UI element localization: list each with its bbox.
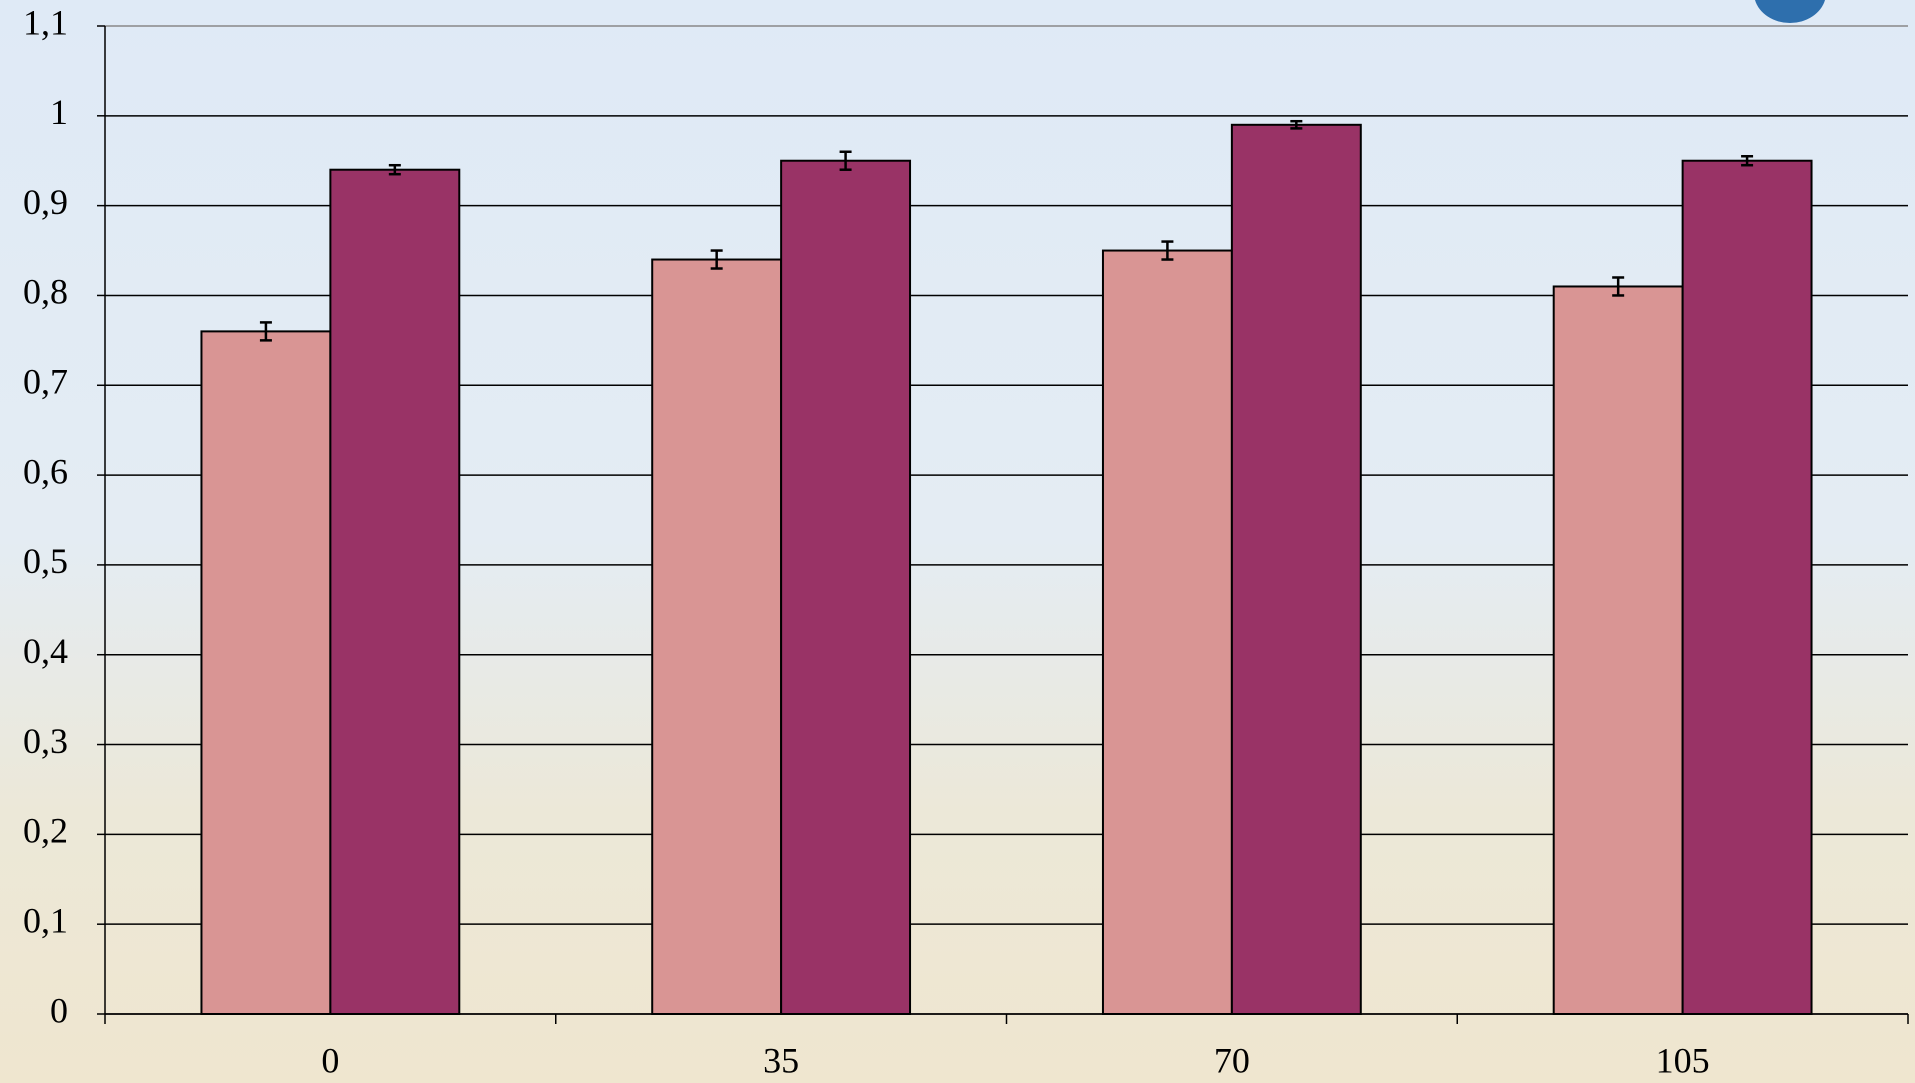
bar — [781, 161, 910, 1014]
bar — [201, 331, 330, 1014]
y-tick-label: 0,8 — [23, 272, 68, 312]
x-tick-label: 35 — [763, 1040, 799, 1080]
y-tick-label: 0,2 — [23, 811, 68, 851]
logo-fragment — [1755, 0, 1825, 23]
y-tick-label: 0,1 — [23, 900, 68, 940]
bar — [652, 260, 781, 1014]
page: 0 0,1 0,2 0,3 0,4 0,5 0,6 0,7 0,8 0,9 1 1,1 0 35 70 105… — [0, 0, 1915, 1083]
bar — [1232, 125, 1361, 1014]
bar — [1683, 161, 1812, 1014]
bar — [1554, 286, 1683, 1014]
y-tick-label: 0,7 — [23, 362, 68, 402]
x-tick-label: 0 — [321, 1040, 339, 1080]
x-tick-label: 105 — [1656, 1040, 1710, 1080]
y-tick-label: 0,6 — [23, 451, 68, 491]
y-tick-label: 1,1 — [23, 2, 68, 42]
y-tick-label: 0 — [50, 990, 68, 1030]
x-tick-label: 70 — [1214, 1040, 1250, 1080]
bar — [1103, 251, 1232, 1014]
y-tick-label: 0,5 — [23, 541, 68, 581]
y-tick-label: 1 — [50, 92, 68, 132]
bar — [330, 170, 459, 1014]
y-tick-label: 0,9 — [23, 182, 68, 222]
y-tick-label: 0,3 — [23, 721, 68, 761]
y-tick-label: 0,4 — [23, 631, 68, 671]
chart: 0 0,1 0,2 0,3 0,4 0,5 0,6 0,7 0,8 0,9 1 1,1 0 35 70 105 — [0, 0, 1915, 1083]
